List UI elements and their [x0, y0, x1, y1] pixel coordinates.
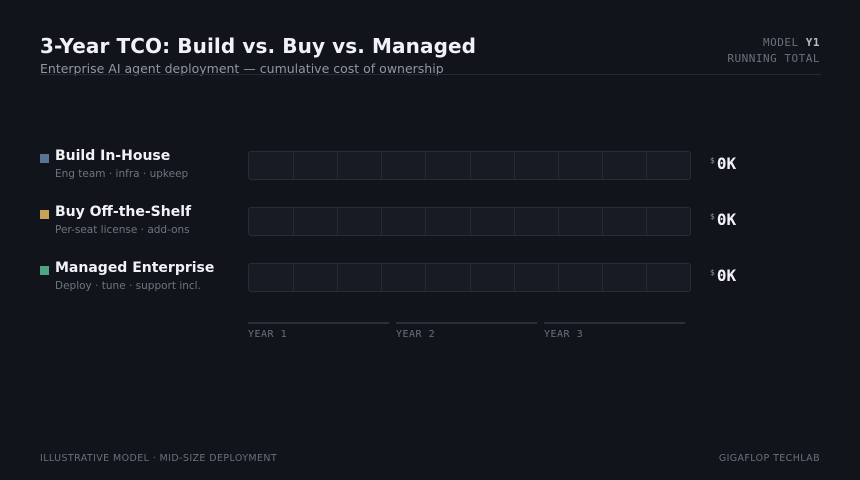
bar-grid-line [337, 208, 338, 235]
bar-grid-line [381, 264, 382, 291]
model-year-line: MODEL Y1 [727, 35, 820, 51]
page-title: 3-Year TCO: Build vs. Buy vs. Managed [40, 34, 477, 58]
legend-swatch-buy [40, 210, 49, 219]
bar-grid-line [646, 208, 647, 235]
bar-grid-line [470, 152, 471, 179]
axis-segment-year-1 [248, 322, 389, 324]
bar-grid-line [470, 264, 471, 291]
axis-segment-year-3 [544, 322, 685, 324]
row-name: Managed Enterprise [55, 260, 215, 276]
cost-row-buy: Buy Off-the-Shelf Per-seat license · add… [40, 204, 780, 239]
bar-grid-line [514, 208, 515, 235]
bar-grid-line [337, 152, 338, 179]
bar-grid-line [558, 264, 559, 291]
total-amount: 0K [716, 154, 737, 173]
axis-label-year-3: YEAR 3 [544, 329, 584, 340]
bar-grid-line [602, 208, 603, 235]
bar-grid-line [293, 264, 294, 291]
legend-swatch-managed [40, 266, 49, 275]
bar-grid-line [558, 208, 559, 235]
footer-note: ILLUSTRATIVE MODEL · MID-SIZE DEPLOYMENT [40, 453, 278, 464]
row-description: Eng team · infra · upkeep [55, 168, 189, 180]
bar-grid-line [381, 152, 382, 179]
row-name: Buy Off-the-Shelf [55, 204, 192, 220]
axis-segment-year-2 [396, 322, 537, 324]
total-amount: 0K [716, 210, 737, 229]
model-year: Y1 [805, 36, 820, 49]
cost-row-build: Build In-House Eng team · infra · upkeep… [40, 148, 780, 183]
cost-row-managed: Managed Enterprise Deploy · tune · suppo… [40, 260, 780, 295]
cost-bar-track [248, 263, 691, 292]
bar-grid-line [337, 264, 338, 291]
running-total-value: $0K [710, 154, 736, 173]
bar-grid-line [646, 152, 647, 179]
running-total-value: $0K [710, 210, 736, 229]
bar-grid-line [293, 208, 294, 235]
bar-grid-line [381, 208, 382, 235]
page-subtitle: Enterprise AI agent deployment — cumulat… [40, 61, 444, 76]
bar-grid-line [470, 208, 471, 235]
bar-grid-line [514, 264, 515, 291]
row-description: Deploy · tune · support incl. [55, 280, 201, 292]
bar-grid-line [602, 152, 603, 179]
cost-bar-track [248, 207, 691, 236]
row-description: Per-seat license · add-ons [55, 224, 190, 236]
year-axis: YEAR 1 YEAR 2 YEAR 3 [248, 322, 688, 352]
total-amount: 0K [716, 266, 737, 285]
model-label: MODEL [763, 36, 799, 49]
axis-label-year-2: YEAR 2 [396, 329, 436, 340]
model-indicator: MODEL Y1 RUNNING TOTAL [727, 35, 820, 67]
bar-grid-line [293, 152, 294, 179]
currency-symbol: $ [710, 212, 715, 221]
cost-bar-track [248, 151, 691, 180]
header-divider [40, 74, 821, 75]
bar-grid-line [602, 264, 603, 291]
bar-grid-line [558, 152, 559, 179]
running-total-label: RUNNING TOTAL [727, 52, 820, 65]
currency-symbol: $ [710, 156, 715, 165]
bar-grid-line [425, 208, 426, 235]
bar-grid-line [425, 264, 426, 291]
currency-symbol: $ [710, 268, 715, 277]
row-name: Build In-House [55, 148, 171, 164]
footer-brand: GIGAFLOP TECHLAB [718, 453, 820, 464]
legend-swatch-build [40, 154, 49, 163]
bar-grid-line [646, 264, 647, 291]
running-total-value: $0K [710, 266, 736, 285]
bar-grid-line [425, 152, 426, 179]
bar-grid-line [514, 152, 515, 179]
axis-label-year-1: YEAR 1 [248, 329, 288, 340]
